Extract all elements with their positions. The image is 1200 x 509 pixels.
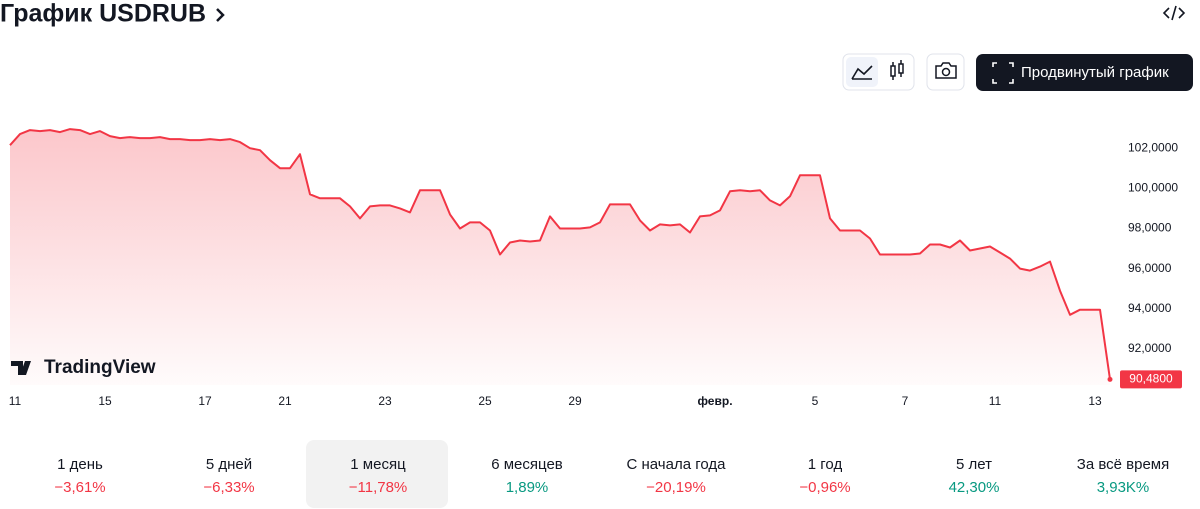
title[interactable]: График USDRUB: [0, 0, 206, 28]
advanced-chart-button[interactable]: [976, 54, 1193, 91]
x-tick-label: 23: [378, 394, 392, 408]
plot: 92,0000 94,0000 96,0000 98,0000 100,0000 102,…: [9, 128, 1182, 408]
period-item[interactable]: За всё время 3,93K%: [1077, 456, 1169, 496]
x-tick-label: 11: [989, 394, 1002, 408]
period-label[interactable]: С начала года: [627, 456, 727, 473]
periods: 1 день −3,61% 5 дней −6,33% 1 месяц −11,78% 6 …: [54, 440, 1169, 508]
period-item[interactable]: 1 месяц −11,78%: [306, 440, 448, 508]
period-label[interactable]: За всё время: [1077, 456, 1169, 473]
period-label[interactable]: 5 лет: [956, 456, 992, 473]
x-tick-label: 29: [568, 394, 582, 408]
period-label[interactable]: 5 дней: [206, 456, 252, 473]
period-change[interactable]: 42,30%: [949, 479, 1000, 496]
period-item[interactable]: 1 день −3,61%: [54, 456, 105, 496]
period-change[interactable]: 1,89%: [506, 479, 549, 496]
chevron: [216, 8, 225, 22]
last-point: [1107, 376, 1113, 382]
x-tick-label: 17: [198, 394, 212, 408]
header[interactable]: График USDRUB: [0, 0, 225, 28]
screenshot-button[interactable]: [926, 53, 965, 91]
candle-style-button[interactable]: [890, 60, 904, 80]
period-change[interactable]: 3,93K%: [1097, 479, 1150, 496]
y-tick-label: 96,0000: [1128, 261, 1172, 275]
period-label[interactable]: 1 год: [808, 456, 843, 473]
period-change[interactable]: −6,33%: [203, 479, 254, 496]
camera-lens: [941, 67, 951, 77]
period-item[interactable]: 6 месяцев 1,89%: [491, 456, 563, 496]
period-change[interactable]: −11,78%: [349, 479, 408, 496]
watermark-logo: [11, 361, 31, 375]
x-tick-label: февр.: [697, 394, 732, 408]
price-line: [9, 128, 1111, 380]
period-item[interactable]: С начала года −20,19%: [627, 456, 727, 496]
last-price-label: 90,4800: [1129, 372, 1173, 386]
period-label[interactable]: 1 месяц: [350, 456, 406, 473]
last-price-tag: [1120, 370, 1182, 389]
x-tick-label: 13: [1088, 394, 1102, 408]
x-tick-label: 7: [902, 394, 909, 408]
camera-icon: [935, 62, 957, 79]
period-selected-bg: [306, 440, 448, 508]
x-tick-label: 5: [812, 394, 819, 408]
period-change[interactable]: −20,19%: [646, 479, 706, 496]
y-tick-label: 98,0000: [1128, 221, 1172, 235]
area-fill: [10, 129, 1110, 385]
area-icon: [851, 65, 873, 80]
y-tick-label: 100,0000: [1128, 180, 1178, 194]
period-label[interactable]: 1 день: [57, 456, 103, 473]
x-tick-label: 11: [9, 394, 22, 408]
fullscreen-icon: [992, 62, 1014, 84]
candle-wick: [892, 60, 902, 80]
watermark-text: TradingView: [44, 357, 156, 378]
watermark: TradingView: [11, 357, 156, 378]
advanced-chart-label[interactable]: Продвинутый график: [1021, 64, 1169, 81]
period-label[interactable]: 6 месяцев: [491, 456, 563, 473]
period-change[interactable]: −3,61%: [54, 479, 105, 496]
x-tick-label: 21: [278, 394, 292, 408]
x-tick-label: 25: [478, 394, 492, 408]
period-change[interactable]: −0,96%: [799, 479, 850, 496]
y-tick-label: 94,0000: [1128, 301, 1172, 315]
period-item[interactable]: 1 год −0,96%: [799, 456, 850, 496]
y-tick-label: 92,0000: [1128, 341, 1172, 355]
embed-icon[interactable]: [1162, 5, 1186, 21]
period-item[interactable]: 5 дней −6,33%: [203, 456, 254, 496]
period-item[interactable]: 5 лет 42,30%: [949, 456, 1000, 496]
y-tick-label: 102,0000: [1128, 140, 1178, 154]
x-tick-label: 15: [98, 394, 112, 408]
